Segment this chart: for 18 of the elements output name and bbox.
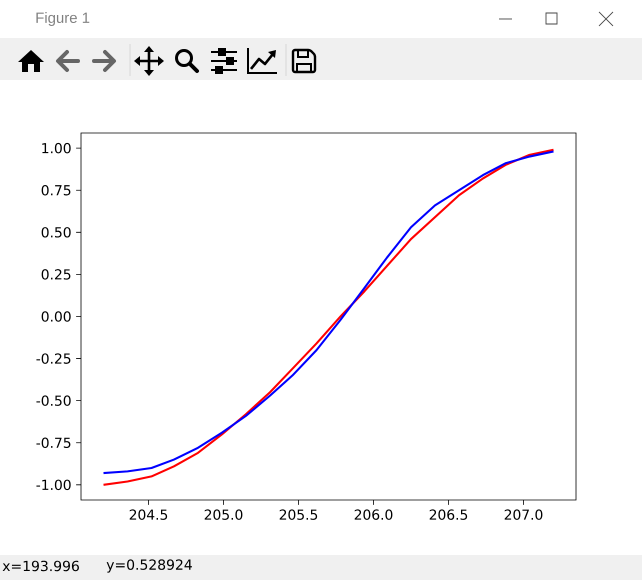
y-tick-label: -0.50 bbox=[36, 395, 71, 406]
y-tick-label: -0.25 bbox=[36, 353, 70, 364]
x-tick-label: 204.5 bbox=[130, 509, 168, 520]
x-tick-label: 205.0 bbox=[204, 509, 242, 520]
x-tick-label: 206.5 bbox=[430, 509, 468, 520]
y-tick-label: -0.75 bbox=[36, 438, 70, 448]
x-tick-label: 205.5 bbox=[280, 509, 318, 520]
text: y=0.528924 bbox=[106, 559, 192, 573]
x-tick-label: 207.0 bbox=[504, 509, 542, 520]
text: x=193.996 bbox=[2, 560, 79, 572]
y-tick-label: 1.00 bbox=[42, 142, 71, 154]
y-tick-label: 0.50 bbox=[42, 227, 71, 238]
y-tick-label: 0.25 bbox=[42, 269, 70, 280]
chart-title: Figure 1 bbox=[36, 12, 90, 26]
y-tick-label: 0.00 bbox=[42, 311, 71, 322]
y-tick-label: 0.75 bbox=[42, 184, 70, 196]
y-tick-label: -1.00 bbox=[36, 480, 71, 490]
x-tick-label: 206.0 bbox=[354, 509, 392, 520]
